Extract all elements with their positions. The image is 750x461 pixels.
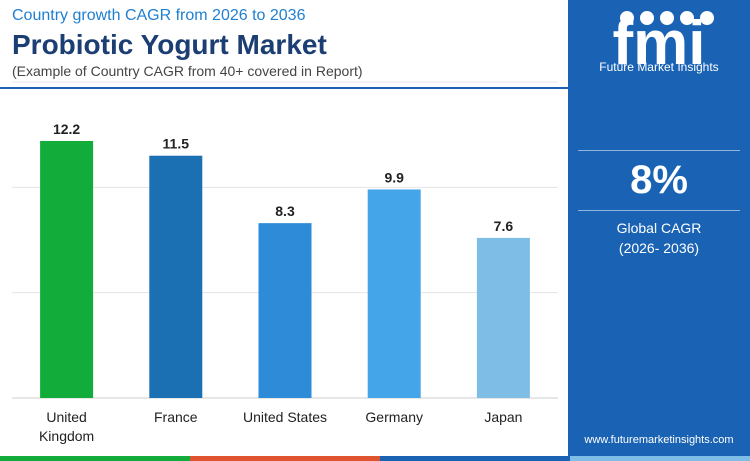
website-link[interactable]: www.futuremarketinsights.com (584, 434, 734, 446)
global-cagr-label: Global CAGR (2026- 2036) (568, 218, 750, 258)
data-label: 11.5 (163, 136, 190, 152)
logo-globe-icon (680, 11, 694, 25)
category-label: Japan (484, 409, 522, 425)
header-divider (0, 87, 568, 89)
logo-globe-icon (700, 11, 714, 25)
bottom-color-strip (0, 456, 750, 461)
chart-title: Probiotic Yogurt Market (12, 29, 327, 60)
data-label: 9.9 (384, 169, 404, 185)
global-cagr-value: 8% (630, 158, 688, 202)
chart-kicker: Country growth CAGR from 2026 to 2036 (12, 7, 306, 24)
category-label: United States (243, 409, 327, 425)
strip-segment (0, 456, 190, 461)
global-cagr-label-line1: Global CAGR (616, 220, 702, 236)
sidebar-divider (578, 150, 740, 151)
logo-globe-icon (660, 11, 674, 25)
strip-segment (190, 456, 380, 461)
data-label: 8.3 (275, 203, 295, 219)
data-label: 12.2 (53, 121, 80, 137)
global-cagr-label-line2: (2026- 2036) (618, 240, 700, 256)
bar (40, 140, 94, 398)
category-label: Germany (365, 409, 423, 425)
logo-globe-icon (620, 11, 634, 25)
bar (476, 237, 530, 398)
logo-globe-icon (640, 11, 654, 25)
strip-segment (570, 456, 750, 461)
bar (258, 223, 312, 398)
header: Country growth CAGR from 2026 to 2036 Pr… (12, 6, 567, 80)
bar (367, 189, 421, 398)
strip-segment (380, 456, 570, 461)
brand-name: Future Market Insights (599, 60, 719, 74)
category-label: Kingdom (39, 428, 94, 444)
sidebar-divider (578, 210, 740, 211)
bar (149, 155, 203, 398)
category-label: France (154, 409, 198, 425)
fmi-logo: fmi (613, 9, 714, 78)
bar-chart: 12.2 United Kingdom 11.5 France 8.3 United Sta… (12, 81, 558, 444)
data-label: 7.6 (494, 218, 514, 234)
category-label: United (46, 409, 86, 425)
chart-subtitle: (Example of Country CAGR from 40+ covere… (12, 63, 363, 79)
sidebar: fmi Future Market Insights 8% Global CAG… (568, 0, 750, 461)
